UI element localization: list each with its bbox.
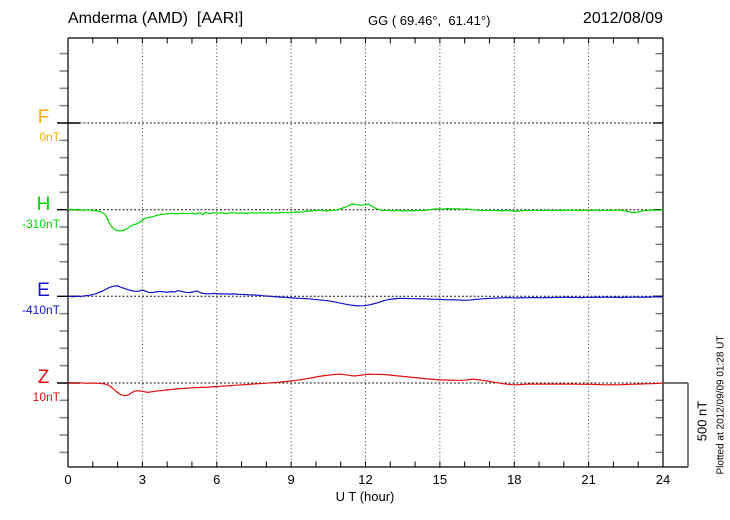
geographic-coords: GG ( 69.46°, 61.41°) bbox=[368, 13, 491, 28]
grid-lines bbox=[141, 38, 590, 467]
channel-baseline-value-H: -310nT bbox=[21, 217, 60, 231]
x-tick-label: 0 bbox=[64, 472, 72, 487]
channel-label-Z: Z bbox=[37, 367, 50, 388]
channel-label-E: E bbox=[37, 280, 50, 301]
station-title: Amderma (AMD) [AARI] bbox=[68, 10, 244, 27]
plotted-at-note: Plotted at 2012/09/09 01:28 UT bbox=[715, 335, 727, 475]
x-tick-label: 9 bbox=[287, 472, 295, 487]
x-tick-label: 18 bbox=[507, 472, 522, 487]
x-tick-label: 24 bbox=[655, 472, 671, 487]
baseline-lines bbox=[57, 122, 663, 384]
x-tick-label: 21 bbox=[581, 472, 596, 487]
channel-label-H: H bbox=[36, 194, 51, 215]
x-tick-label: 12 bbox=[358, 472, 373, 487]
scale-bar bbox=[663, 382, 689, 467]
plot-date: 2012/08/09 bbox=[582, 10, 663, 27]
channel-label-F: F bbox=[37, 107, 50, 128]
trace-Z bbox=[67, 373, 664, 397]
plot-frame bbox=[67, 37, 688, 468]
channel-baseline-value-E: -410nT bbox=[21, 303, 60, 317]
channel-baseline-value-Z: 10nT bbox=[32, 390, 60, 404]
traces bbox=[67, 203, 664, 397]
x-axis-title: U T (hour) bbox=[335, 489, 395, 504]
axis-ticks bbox=[59, 38, 663, 467]
trace-E bbox=[67, 285, 664, 307]
channel-baseline-value-F: 0nT bbox=[39, 130, 60, 144]
x-tick-label: 6 bbox=[213, 472, 221, 487]
trace-H bbox=[67, 203, 664, 232]
scale-bar-label: 500 nT bbox=[694, 400, 710, 442]
x-tick-label: 3 bbox=[138, 472, 147, 487]
x-tick-label: 15 bbox=[432, 472, 448, 487]
